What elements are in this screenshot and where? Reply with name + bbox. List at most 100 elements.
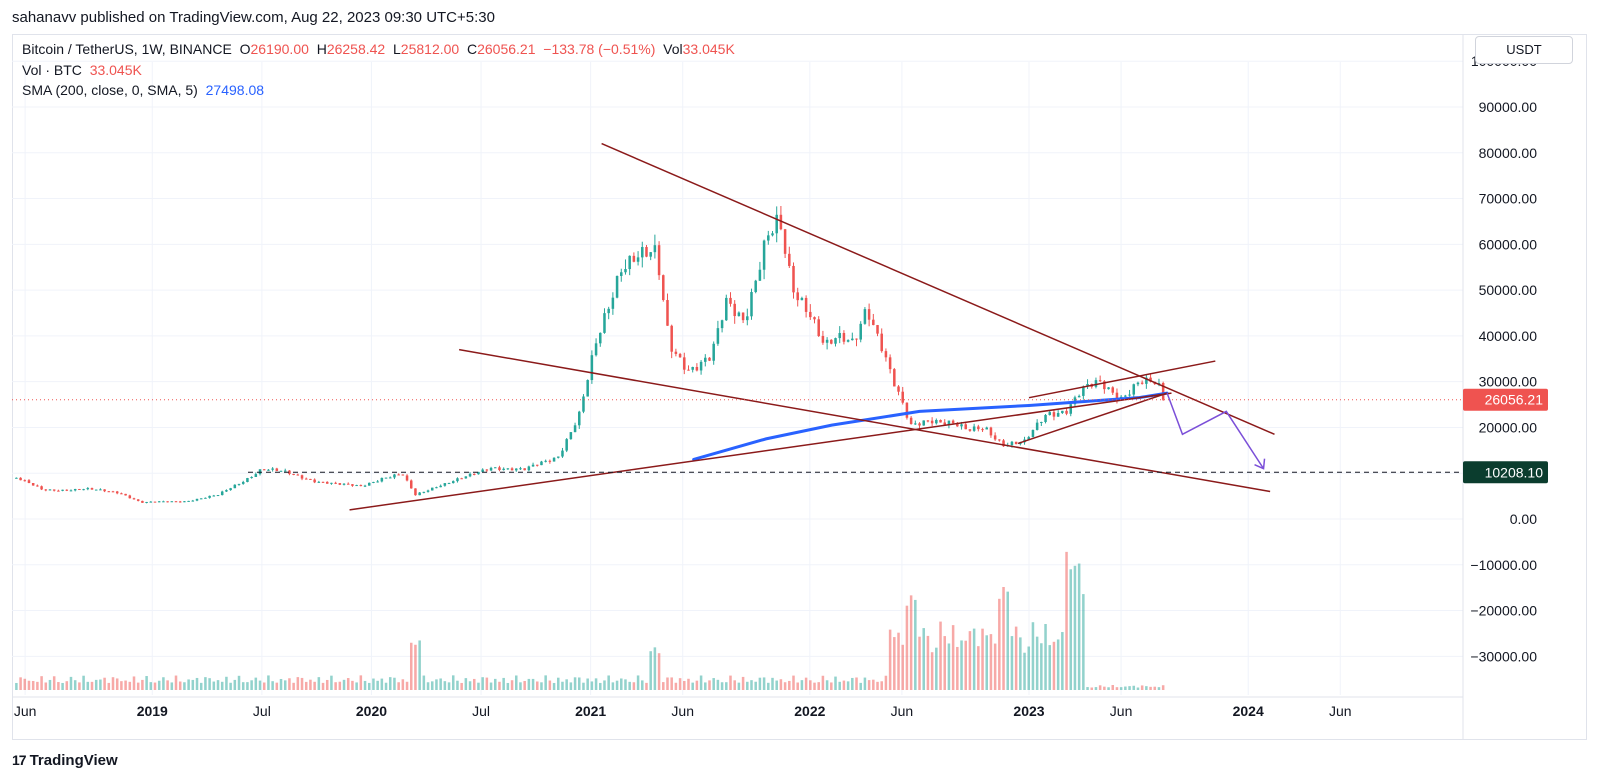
- volume-bar: [1157, 687, 1161, 690]
- volume-indicator-legend[interactable]: Vol · BTC 33.045K: [22, 62, 142, 78]
- volume-bar: [187, 679, 190, 690]
- volume-bar: [683, 680, 686, 690]
- volume-bar: [141, 679, 144, 690]
- volume-bar: [199, 682, 203, 690]
- candle-body: [149, 501, 153, 503]
- volume-bar: [330, 675, 333, 690]
- symbol-name[interactable]: Bitcoin / TetherUS, 1W, BINANCE: [22, 41, 232, 57]
- volume-bar: [851, 677, 854, 690]
- candle-body: [846, 340, 850, 342]
- candle-body: [346, 483, 350, 485]
- volume-bar: [493, 678, 497, 690]
- volume-bar: [918, 636, 921, 690]
- volume-bar: [422, 675, 426, 690]
- volume-bar: [204, 677, 207, 690]
- volume-bar: [699, 675, 703, 690]
- candle-body: [430, 487, 434, 491]
- volume-bar: [296, 677, 300, 690]
- volume-bar: [1052, 641, 1056, 690]
- volume-bar: [1023, 652, 1026, 690]
- volume-bar: [472, 678, 476, 690]
- volume-bar: [678, 678, 682, 690]
- low-value: 25812.00: [400, 41, 460, 57]
- candle-body: [905, 402, 909, 418]
- candle-body: [977, 426, 980, 430]
- candle-body: [880, 333, 883, 352]
- volume-bar: [57, 682, 60, 690]
- candle-body: [262, 469, 266, 471]
- candle-body: [111, 491, 115, 493]
- candle-body: [1077, 395, 1081, 398]
- volume-bar: [821, 675, 825, 690]
- candle-body: [1103, 381, 1106, 390]
- volume-bar: [855, 677, 858, 690]
- candle-body: [229, 488, 232, 491]
- volume-bar: [846, 681, 850, 690]
- volume-bar: [930, 652, 934, 690]
- volume-bar: [1069, 569, 1073, 690]
- candle-body: [313, 479, 316, 483]
- candle-body: [338, 483, 342, 485]
- volume-bar: [758, 677, 762, 690]
- volume-bar: [884, 675, 888, 690]
- candle-body: [901, 391, 904, 403]
- candle-body: [1048, 412, 1052, 415]
- volume-bar: [288, 678, 291, 690]
- x-tick-label: Jul: [253, 703, 271, 719]
- candle-body: [767, 235, 770, 241]
- volume-bar: [582, 682, 585, 690]
- tradingview-logo[interactable]: 17 TradingView: [12, 752, 118, 769]
- candle-body: [351, 484, 354, 486]
- candle-body: [48, 489, 52, 491]
- candle-body: [166, 501, 169, 503]
- chart-frame[interactable]: [12, 34, 1587, 740]
- candle-body: [1056, 413, 1060, 417]
- candle-body: [183, 501, 186, 503]
- volume-bar: [1103, 686, 1106, 690]
- candle-body: [662, 275, 665, 301]
- volume-bar: [548, 680, 552, 690]
- candle-body: [435, 487, 438, 489]
- currency-button[interactable]: USDT: [1475, 36, 1573, 64]
- volume-bar: [695, 680, 699, 690]
- candle-body: [594, 343, 598, 356]
- volume-bar: [195, 677, 199, 690]
- volume-bar: [468, 681, 472, 690]
- volume-bar: [578, 677, 581, 690]
- candle-body: [636, 257, 640, 262]
- candle-body: [1115, 392, 1119, 400]
- volume-bar: [111, 677, 115, 690]
- candle-body: [409, 480, 413, 489]
- candle-body: [695, 366, 699, 371]
- volume-bar: [325, 679, 329, 690]
- candle-body: [78, 489, 81, 491]
- candle-body: [624, 269, 627, 273]
- candle-body: [746, 316, 749, 321]
- candle-body: [720, 320, 724, 329]
- volume-bar: [872, 679, 875, 690]
- x-tick-label: 2023: [1013, 703, 1044, 719]
- volume-bar: [956, 646, 959, 690]
- candle-body: [208, 495, 211, 498]
- candle-body: [872, 319, 875, 326]
- candle-body: [603, 313, 606, 333]
- candle-body: [397, 474, 400, 476]
- volume-bar: [977, 646, 980, 690]
- candle-body: [909, 417, 913, 424]
- volume-bar: [1132, 685, 1136, 690]
- volume-bar: [250, 680, 253, 690]
- candle-body: [187, 500, 190, 502]
- x-tick-label: 2020: [356, 703, 387, 719]
- y-tick-label: −30000.00: [1470, 648, 1537, 664]
- volume-bar: [1115, 687, 1119, 690]
- candle-body: [632, 255, 636, 262]
- volume-bar: [225, 676, 228, 690]
- volume-bar: [1140, 685, 1144, 690]
- candle-body: [86, 488, 90, 490]
- candle-body: [792, 265, 795, 293]
- candle-body: [44, 489, 48, 491]
- candle-body: [1145, 377, 1148, 384]
- volume-bar: [527, 678, 531, 690]
- sma-indicator-legend[interactable]: SMA (200, close, 0, SMA, 5) 27498.08: [22, 82, 264, 98]
